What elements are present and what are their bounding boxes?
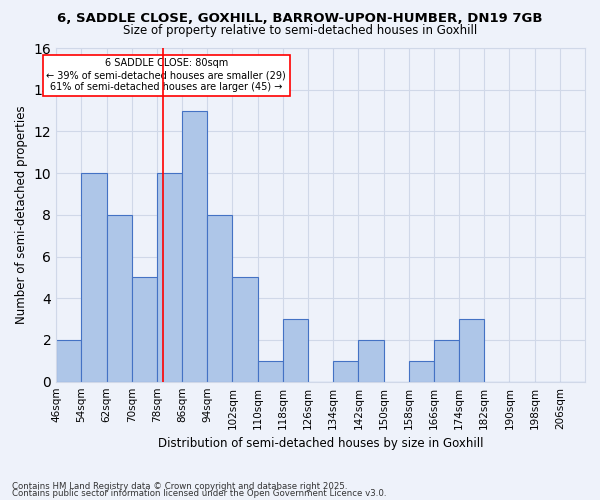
Bar [207,215,232,382]
X-axis label: Distribution of semi-detached houses by size in Goxhill: Distribution of semi-detached houses by … [158,437,484,450]
Bar [182,110,207,382]
Bar [107,215,132,382]
Bar [333,361,358,382]
Bar [283,319,308,382]
Bar [409,361,434,382]
Bar [358,340,383,382]
Text: Size of property relative to semi-detached houses in Goxhill: Size of property relative to semi-detach… [123,24,477,37]
Bar [132,278,157,382]
Y-axis label: Number of semi-detached properties: Number of semi-detached properties [15,106,28,324]
Bar [232,278,257,382]
Bar [157,173,182,382]
Text: 6, SADDLE CLOSE, GOXHILL, BARROW-UPON-HUMBER, DN19 7GB: 6, SADDLE CLOSE, GOXHILL, BARROW-UPON-HU… [57,12,543,26]
Text: Contains HM Land Registry data © Crown copyright and database right 2025.: Contains HM Land Registry data © Crown c… [12,482,347,491]
Bar [82,173,107,382]
Bar [434,340,459,382]
Bar [257,361,283,382]
Text: Contains public sector information licensed under the Open Government Licence v3: Contains public sector information licen… [12,489,386,498]
Bar [459,319,484,382]
Bar [56,340,82,382]
Text: 6 SADDLE CLOSE: 80sqm
← 39% of semi-detached houses are smaller (29)
61% of semi: 6 SADDLE CLOSE: 80sqm ← 39% of semi-deta… [46,58,286,92]
